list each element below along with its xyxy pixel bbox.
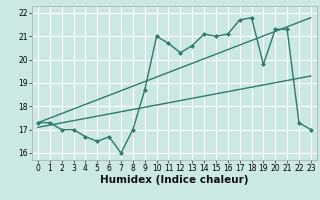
X-axis label: Humidex (Indice chaleur): Humidex (Indice chaleur) bbox=[100, 175, 249, 185]
